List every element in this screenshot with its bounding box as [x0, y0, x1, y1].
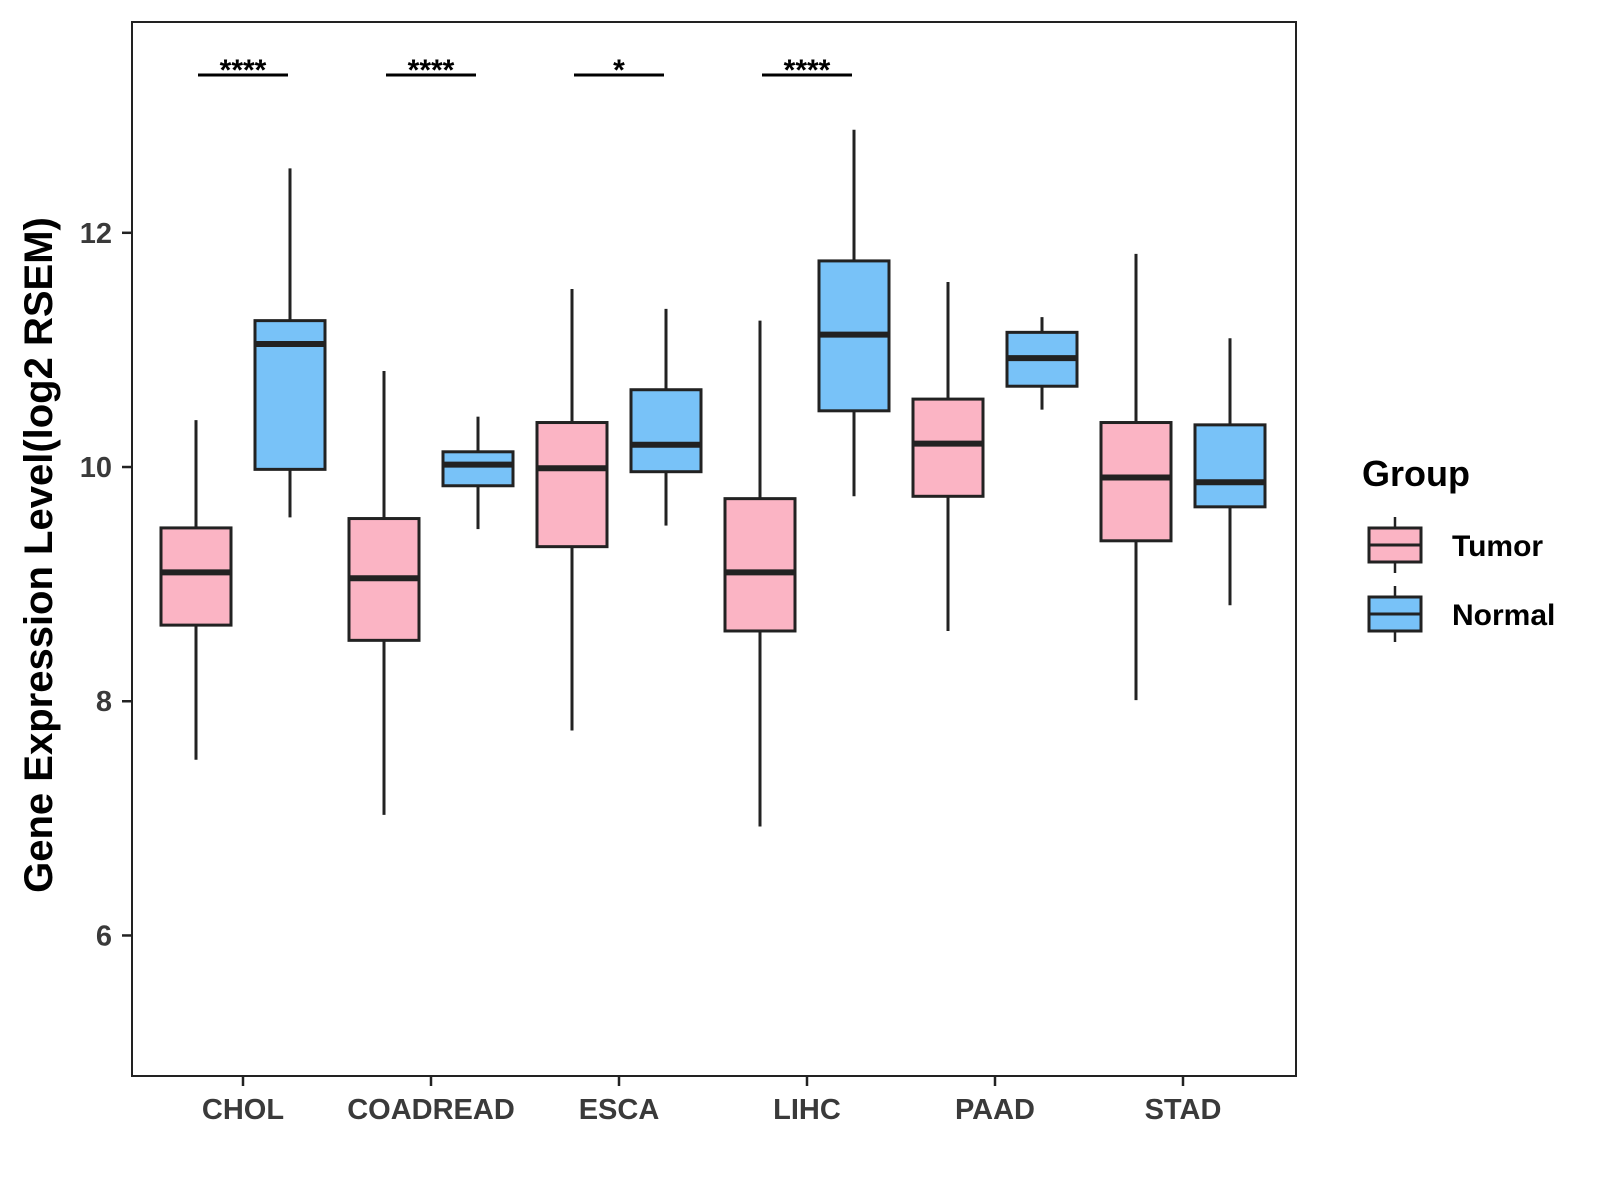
significance-label-chol: ****	[220, 54, 267, 87]
x-tick-label: LIHC	[773, 1094, 841, 1126]
legend-label-tumor: Tumor	[1452, 530, 1543, 563]
y-tick-label: 6	[96, 920, 112, 952]
box-tumor-chol	[159, 526, 233, 627]
box-tumor-lihc	[723, 497, 797, 633]
plot-border	[131, 21, 1297, 1077]
box-tumor-paad	[911, 397, 985, 498]
y-axis-title: Gene Expression Level(log2 RSEM)	[17, 217, 61, 893]
legend: Group Tumor Normal	[1362, 453, 1555, 642]
significance-label-coadread: ****	[408, 54, 455, 87]
significance-label-lihc: ****	[784, 54, 831, 87]
box-normal-esca	[629, 388, 703, 474]
box-tumor-esca	[535, 421, 609, 549]
y-tick-label: 12	[80, 218, 112, 250]
box-tumor-stad	[1099, 421, 1173, 543]
box-normal-coadread	[441, 450, 515, 488]
y-tick-label: 10	[80, 452, 112, 484]
y-tick-label: 8	[96, 686, 112, 718]
axes: 6 8 10 12 CHOL COADREAD ESCA LIHC PAAD STAD	[80, 218, 1222, 1126]
plot-area: **** **** * ****	[131, 21, 1297, 1077]
legend-title: Group	[1362, 453, 1470, 494]
legend-label-normal: Normal	[1452, 599, 1555, 632]
x-tick-label: COADREAD	[347, 1094, 515, 1126]
x-tick-label: CHOL	[202, 1094, 284, 1126]
x-tick-label: PAAD	[955, 1094, 1035, 1126]
box-normal-stad	[1193, 423, 1267, 509]
x-tick-label: STAD	[1145, 1094, 1222, 1126]
x-tick-label: ESCA	[579, 1094, 660, 1126]
significance-label-esca: *	[613, 54, 625, 87]
